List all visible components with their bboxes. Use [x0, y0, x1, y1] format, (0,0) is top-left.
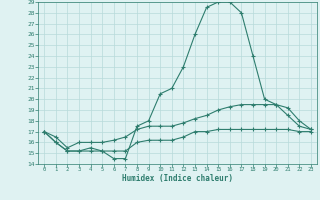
X-axis label: Humidex (Indice chaleur): Humidex (Indice chaleur)	[122, 174, 233, 183]
